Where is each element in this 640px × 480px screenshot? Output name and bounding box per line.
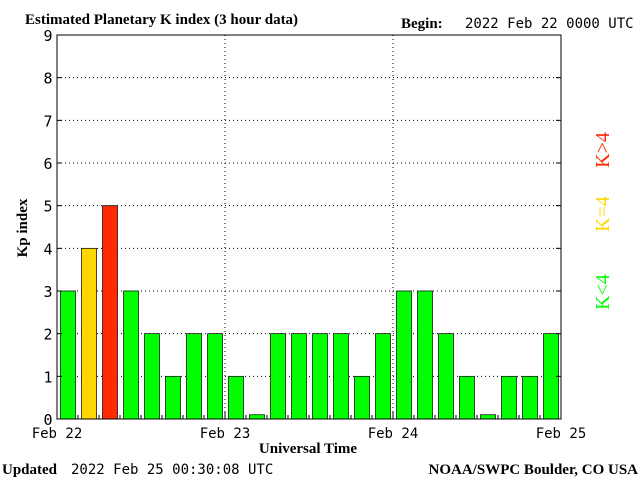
kp-bar: [165, 375, 181, 420]
begin-value: 2022 Feb 22 0000 UTC: [465, 16, 634, 32]
x-tick-label: Feb 25: [536, 426, 587, 442]
kp-bar: [228, 375, 244, 420]
legend-equal: K=4: [592, 196, 614, 232]
kp-bar: [270, 333, 286, 420]
y-tick-label: 4: [43, 240, 52, 258]
legend-above: K>4: [592, 132, 614, 168]
plot-area: 0 1 2 3 4 5 6 7 8 9 Feb 22 Feb 23 Feb 24 Feb 25: [32, 27, 587, 442]
y-tick-label: 8: [43, 70, 52, 88]
kp-bar: [438, 333, 454, 420]
chart-title: Estimated Planetary K index (3 hour data…: [25, 12, 298, 28]
x-tick-label: Feb 22: [32, 426, 83, 442]
legend-below: K<4: [592, 274, 614, 310]
y-tick-label: 7: [43, 112, 52, 130]
kp-bar: [186, 333, 202, 420]
kp-bar: [81, 247, 97, 420]
y-tick-label: 1: [43, 368, 52, 386]
y-tick-label: 2: [43, 326, 52, 344]
kp-bar: [102, 205, 118, 420]
kp-bar: [354, 375, 370, 420]
kp-bar: [291, 333, 307, 420]
kp-bar: [501, 375, 517, 420]
kp-bar: [480, 414, 496, 420]
kp-bar: [207, 333, 223, 420]
begin-label: Begin:: [401, 16, 443, 32]
kp-bar: [144, 333, 160, 420]
kp-bar: [375, 333, 391, 420]
updated-value: 2022 Feb 25 00:30:08 UTC: [71, 462, 273, 478]
y-tick-label: 0: [43, 411, 52, 429]
kp-bar: [522, 375, 538, 420]
y-tick-label: 6: [43, 155, 52, 173]
source-credit: NOAA/SWPC Boulder, CO USA: [429, 462, 639, 478]
x-axis-label: Universal Time: [259, 441, 358, 457]
kp-bar: [333, 333, 349, 420]
kp-bar: [249, 414, 265, 420]
y-axis-label: Kp index: [15, 198, 31, 257]
x-tick-label: Feb 23: [200, 426, 251, 442]
y-tick-label: 9: [43, 27, 52, 45]
kp-bar: [396, 290, 412, 420]
kp-bar: [60, 290, 76, 420]
y-tick-label: 5: [43, 198, 52, 216]
kp-bar: [417, 290, 433, 420]
updated-label: Updated: [2, 462, 58, 478]
kp-bar: [459, 375, 475, 420]
x-tick-label: Feb 24: [368, 426, 419, 442]
kp-bar: [312, 333, 328, 420]
y-tick-label: 3: [43, 283, 52, 301]
kp-bar: [123, 290, 139, 420]
